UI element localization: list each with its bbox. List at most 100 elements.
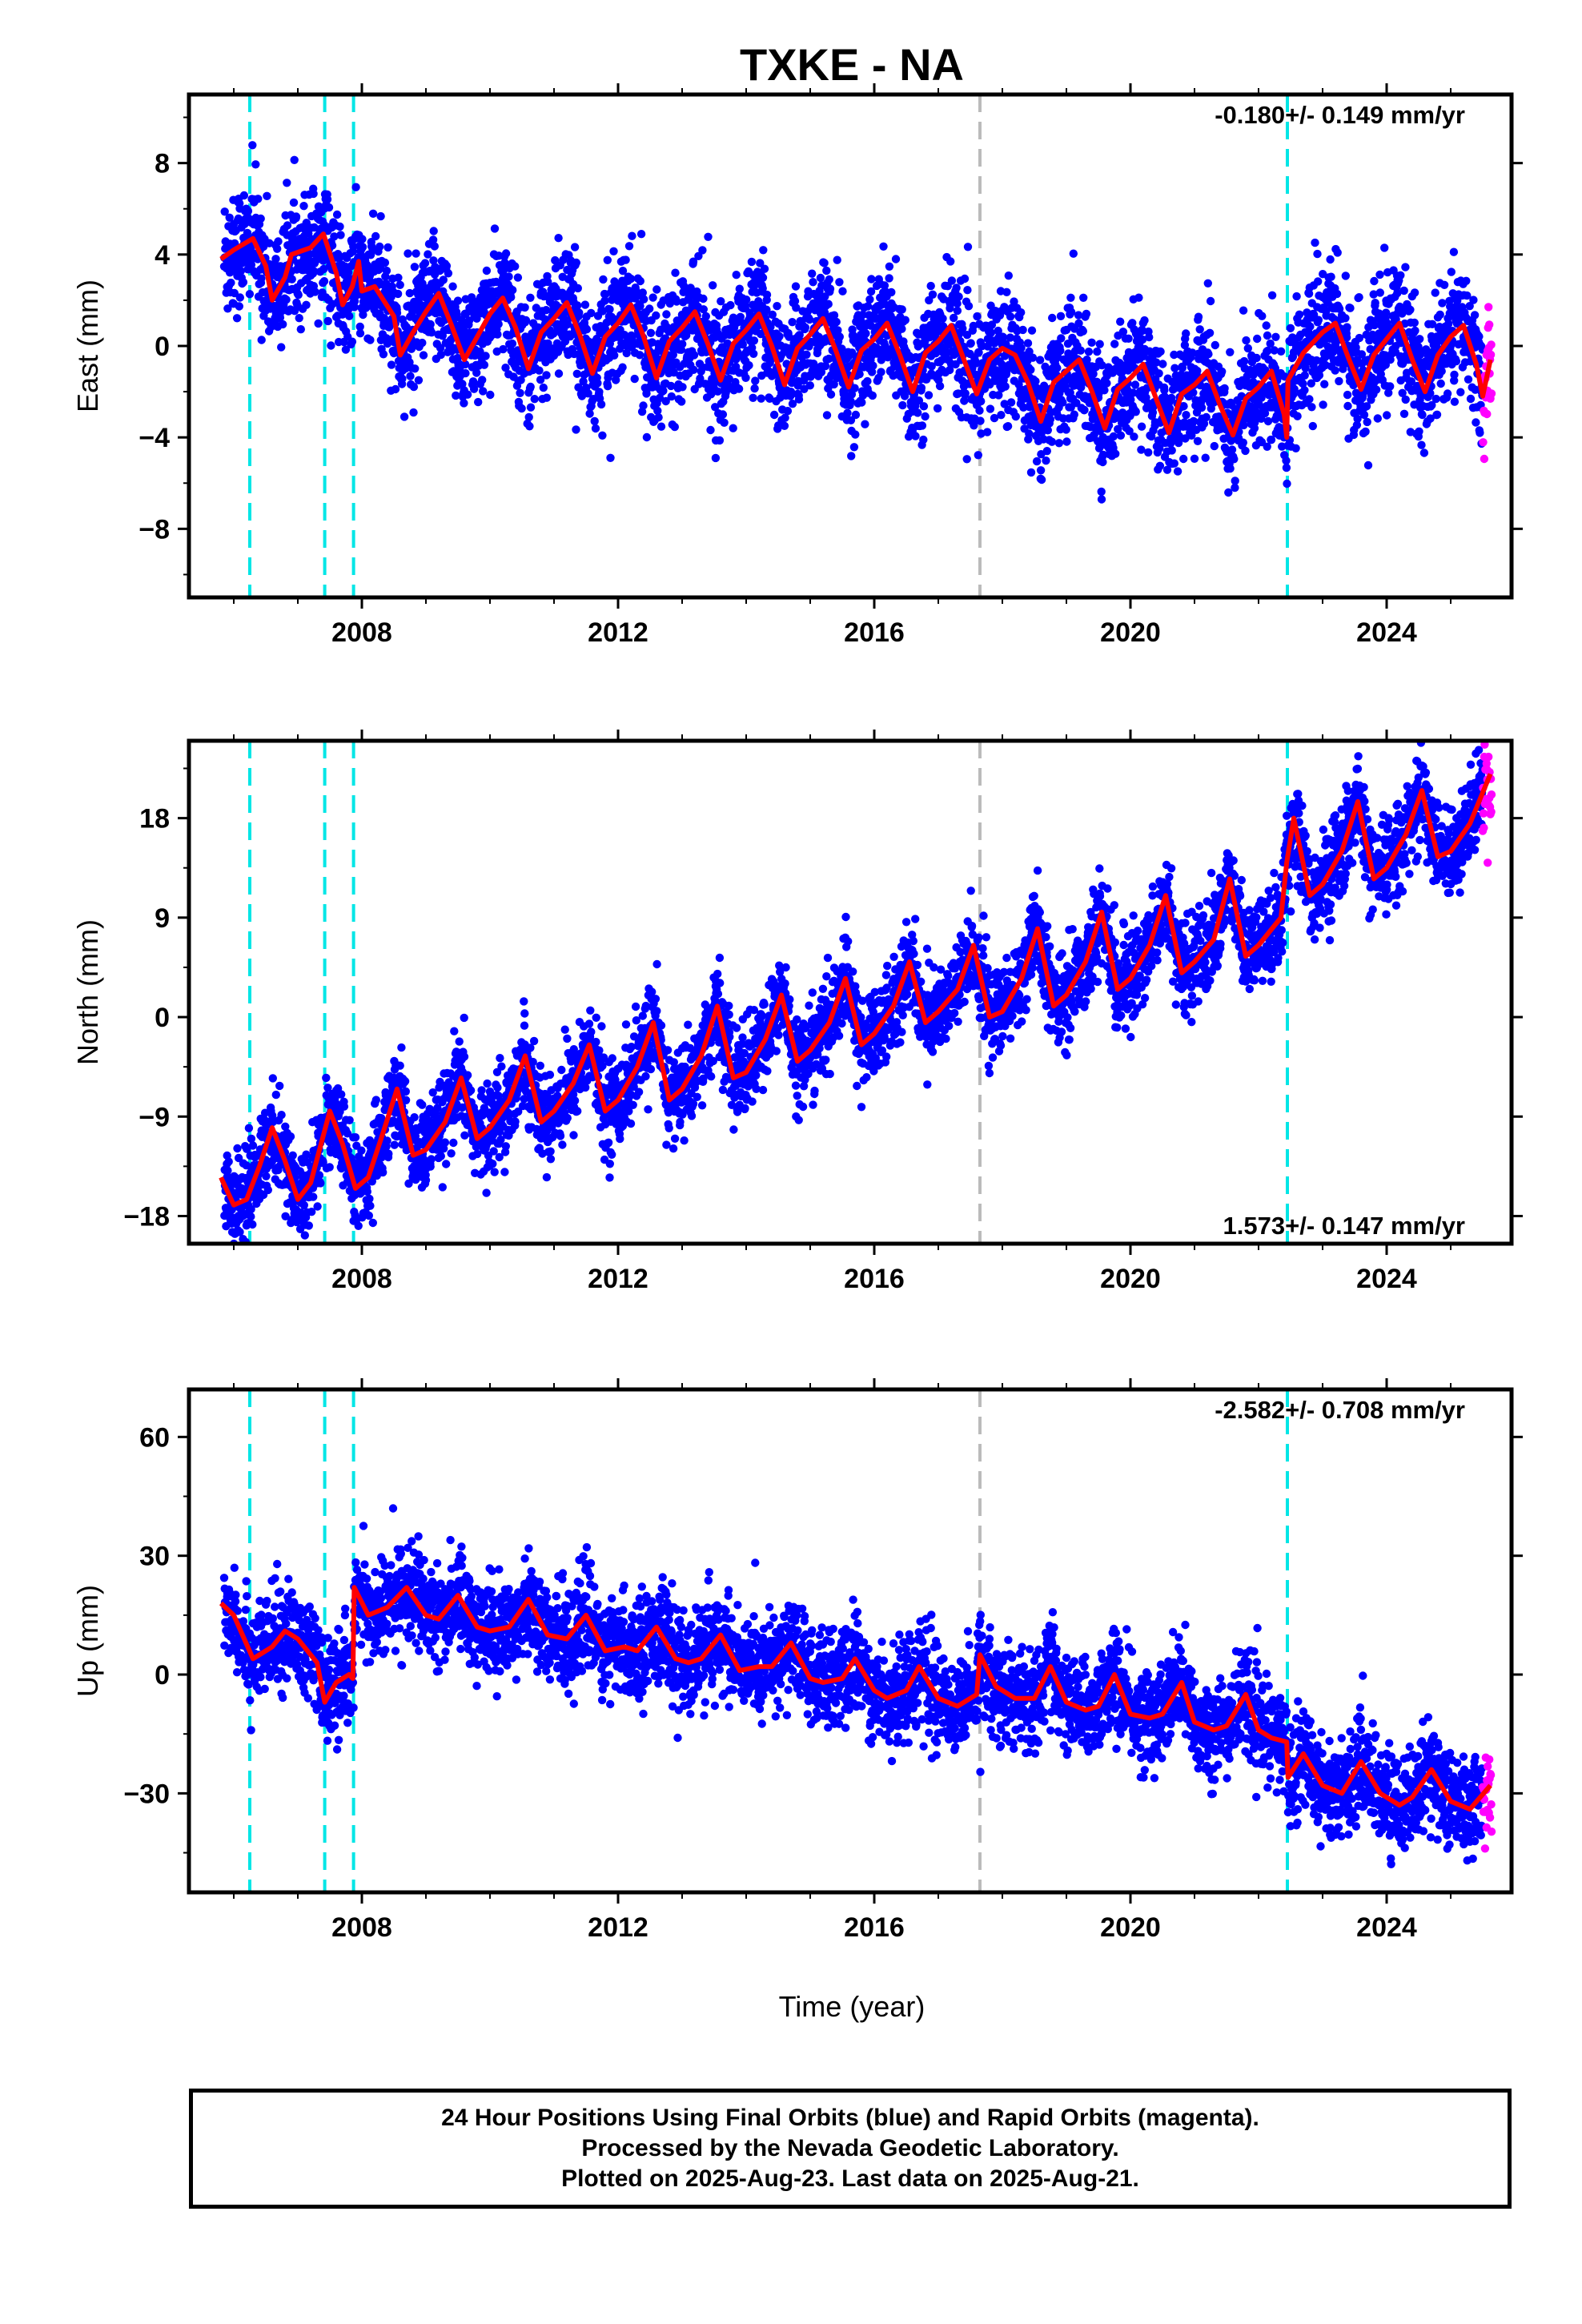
final-point-east-926 (468, 377, 478, 386)
final-point-east-2112 (788, 318, 797, 327)
final-point-east-95 (245, 290, 255, 299)
final-point-east-1551 (636, 230, 646, 239)
final-point-east-3016 (1031, 376, 1040, 386)
final-point-east-3438 (1145, 332, 1154, 342)
final-point-east-2963 (1017, 344, 1026, 352)
final-point-east-1594 (648, 293, 657, 302)
final-point-east-704 (409, 408, 418, 417)
final-point-east-390 (324, 203, 334, 212)
final-point-east-4444 (1415, 335, 1424, 344)
final-point-east-3627 (1195, 325, 1204, 334)
final-point-east-516 (359, 310, 367, 320)
final-point-east-3667 (1206, 296, 1215, 306)
final-point-east-2722 (952, 283, 961, 292)
final-point-east-2329 (846, 396, 855, 406)
final-point-east-4562 (1447, 267, 1456, 276)
final-point-east-1072 (508, 286, 517, 295)
final-point-east-4041 (1307, 379, 1316, 388)
final-point-east-4620 (1463, 291, 1472, 300)
final-point-east-2331 (847, 452, 856, 460)
final-point-north-54 (234, 1153, 243, 1163)
final-point-east-1854 (718, 410, 728, 419)
final-point-east-4391 (1401, 263, 1410, 271)
final-point-east-1243 (554, 234, 563, 243)
final-point-east-2002 (758, 283, 767, 293)
final-point-east-3889 (1266, 339, 1275, 348)
final-point-east-1558 (639, 401, 648, 410)
final-point-east-3874 (1262, 321, 1271, 330)
final-point-east-1782 (699, 305, 708, 314)
final-point-east-1197 (542, 306, 551, 315)
final-point-east-3929 (1276, 347, 1286, 356)
final-point-east-989 (486, 390, 495, 400)
final-point-east-4033 (1304, 289, 1314, 298)
final-point-east-1791 (701, 312, 710, 321)
final-point-east-3193 (1078, 327, 1088, 336)
final-point-east-2344 (850, 384, 859, 392)
rapid-point-east-21 (1486, 350, 1496, 360)
final-point-east-2595 (917, 421, 927, 430)
final-point-east-1154 (530, 395, 539, 404)
final-point-east-563 (371, 231, 380, 241)
final-point-east-1675 (670, 422, 679, 432)
final-point-east-962 (479, 387, 488, 396)
final-point-east-3475 (1154, 369, 1163, 378)
final-point-east-3534 (1170, 364, 1179, 372)
final-point-east-967 (480, 360, 489, 369)
final-point-east-2570 (911, 432, 920, 440)
final-point-east-1816 (709, 281, 717, 290)
final-point-east-1825 (711, 403, 720, 412)
final-point-east-3021 (1032, 456, 1042, 466)
final-point-east-4146 (1335, 304, 1344, 313)
final-point-east-2755 (961, 389, 970, 398)
final-point-east-1619 (655, 393, 665, 403)
final-point-east-827 (442, 261, 452, 271)
y-tick-label-east-1: −4 (139, 423, 170, 453)
final-point-east-2400 (865, 295, 874, 304)
final-point-east-4536 (1439, 280, 1449, 289)
final-point-east-3225 (1087, 338, 1096, 347)
final-point-east-3758 (1231, 476, 1239, 485)
final-point-east-2888 (997, 411, 1006, 420)
final-point-east-3245 (1093, 347, 1102, 356)
final-point-east-2095 (783, 407, 793, 416)
final-point-east-2406 (867, 275, 876, 283)
final-point-east-1974 (751, 376, 760, 385)
final-point-east-2281 (833, 326, 842, 335)
x-tick-label-east-1: 2012 (588, 617, 648, 648)
final-point-east-2837 (983, 428, 992, 436)
final-point-east-3949 (1282, 463, 1291, 472)
final-point-east-4548 (1443, 389, 1452, 398)
final-point-east-2028 (765, 394, 774, 403)
final-point-east-1571 (642, 432, 652, 442)
rapid-point-east-22 (1487, 340, 1496, 349)
final-point-east-2993 (1025, 347, 1034, 356)
final-point-east-3739 (1226, 348, 1235, 356)
final-point-east-3893 (1267, 436, 1276, 444)
final-point-east-4055 (1311, 238, 1319, 247)
final-point-north-13 (223, 1166, 232, 1175)
final-point-east-4373 (1396, 271, 1405, 279)
final-point-east-136 (256, 214, 265, 223)
final-point-east-2530 (900, 392, 909, 400)
final-point-east-2916 (1004, 271, 1014, 280)
final-point-east-1972 (750, 384, 759, 393)
final-point-east-647 (394, 273, 403, 282)
final-point-east-3489 (1158, 360, 1167, 368)
final-point-east-869 (453, 296, 463, 305)
final-point-east-3310 (1110, 340, 1119, 348)
final-point-east-654 (396, 280, 404, 289)
final-point-east-2330 (846, 416, 856, 424)
final-point-east-708 (410, 263, 420, 271)
final-point-east-3261 (1097, 487, 1106, 497)
final-point-east-386 (323, 316, 332, 326)
final-point-east-3137 (1063, 340, 1073, 348)
final-point-east-1230 (551, 255, 560, 265)
final-point-east-3571 (1180, 340, 1190, 350)
final-point-east-4523 (1436, 379, 1445, 388)
final-point-east-3111 (1057, 334, 1066, 343)
final-point-north-49 (233, 1144, 242, 1153)
final-point-east-231 (282, 296, 291, 304)
final-point-east-201 (274, 237, 283, 246)
